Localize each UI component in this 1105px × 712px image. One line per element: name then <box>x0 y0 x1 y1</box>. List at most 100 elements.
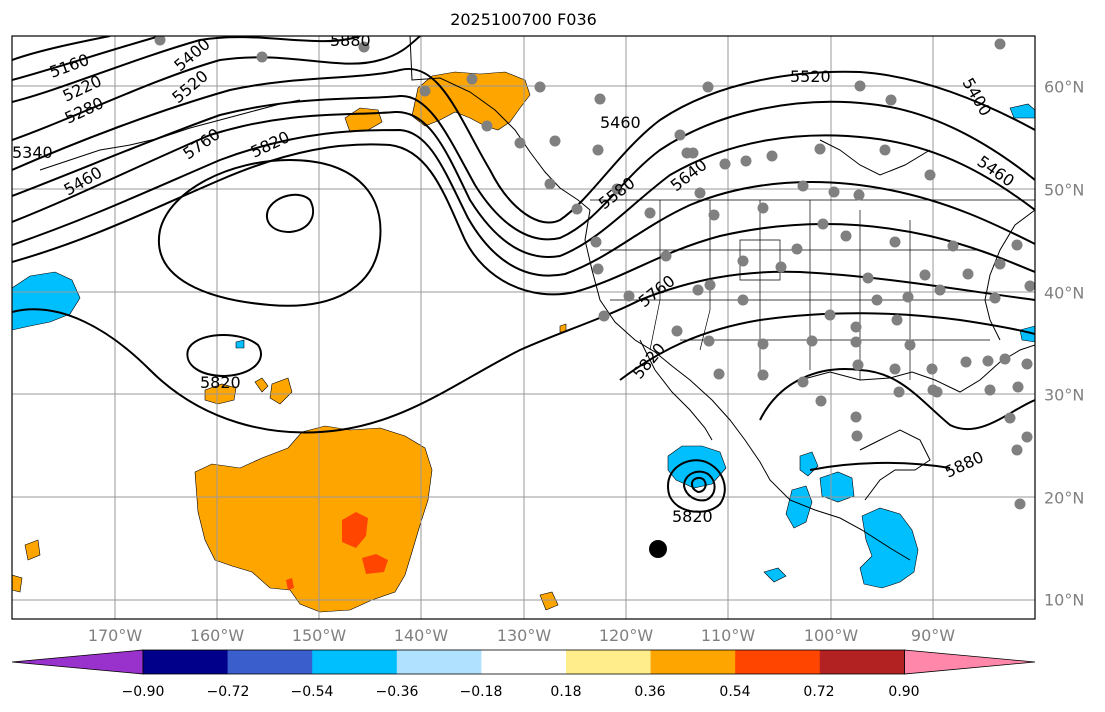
station-dot <box>1021 431 1033 443</box>
longitude-label: 140°W <box>393 626 449 645</box>
contour-label: 5340 <box>12 143 53 162</box>
station-dot <box>960 356 972 368</box>
contour-5520 <box>12 110 1035 258</box>
west-coast <box>584 209 911 561</box>
colorbar-tick-label: 0.18 <box>550 684 582 700</box>
station-dot <box>592 263 604 275</box>
colorbar-tick-label: −0.18 <box>459 684 503 700</box>
anomaly-west-small <box>24 539 41 561</box>
station-dot <box>466 73 478 85</box>
neg-hawaii <box>235 339 245 349</box>
neg-central-america <box>859 507 919 589</box>
anomaly-south-small <box>539 591 559 611</box>
station-dot <box>1024 280 1035 292</box>
strong-positive-regions <box>286 512 388 590</box>
station-dot <box>828 186 840 198</box>
station-dot <box>757 369 769 381</box>
station-dot <box>934 284 946 296</box>
station-dot <box>871 294 883 306</box>
longitude-label: 130°W <box>496 626 552 645</box>
station-dot <box>1011 444 1023 456</box>
station-dot <box>1011 239 1023 251</box>
station-dot <box>1012 381 1024 393</box>
station-dot <box>702 81 714 93</box>
station-dot <box>984 384 996 396</box>
station-dot <box>549 135 561 147</box>
contour-5820-loop <box>266 193 315 234</box>
station-dot <box>879 144 891 156</box>
station-dot <box>481 120 493 132</box>
anomaly-hawaii-b <box>254 377 269 393</box>
cyclone-ring-2 <box>682 470 716 502</box>
station-dot <box>853 189 865 201</box>
latitude-label: 40°N <box>1044 283 1085 303</box>
station-dot <box>840 230 852 242</box>
station-dot <box>514 137 526 149</box>
longitude-label: 100°W <box>803 626 859 645</box>
hudson <box>819 139 931 176</box>
station-dot <box>854 80 866 92</box>
latitude-label: 50°N <box>1044 180 1085 200</box>
station-dot <box>592 144 604 156</box>
station-dot <box>989 292 1001 304</box>
neg-west-pacific <box>12 271 81 331</box>
colorbar-segment <box>143 650 229 674</box>
colorbar-segment <box>566 650 652 674</box>
station-dot <box>358 41 370 53</box>
station-dot <box>815 395 827 407</box>
anomaly-hawaii-c <box>269 377 293 405</box>
neg-mexico-b <box>819 471 855 503</box>
station-dot <box>598 310 610 322</box>
contour-5400 <box>12 67 1035 224</box>
station-dot <box>719 158 731 170</box>
neg-east-small <box>1019 325 1035 343</box>
station-dot <box>694 187 706 199</box>
cyclone-ring-3 <box>690 476 707 494</box>
colorbar-tick-label: −0.54 <box>290 684 334 700</box>
station-dot <box>419 85 431 97</box>
colorbar-tick-label: 0.90 <box>888 684 920 700</box>
coastlines <box>39 36 1035 561</box>
graticule <box>12 36 1035 619</box>
station-dot <box>851 430 863 442</box>
colorbar <box>11 649 1036 675</box>
longitude-label: 160°W <box>189 626 245 645</box>
colorbar-tick-label: 0.54 <box>719 684 751 700</box>
station-dots <box>154 36 1035 510</box>
station-marker-large <box>649 540 667 558</box>
station-dot <box>544 178 556 190</box>
station-dot <box>703 335 715 347</box>
east-coast <box>984 209 1035 341</box>
station-dot <box>919 269 931 281</box>
station-dot <box>692 284 704 296</box>
anomaly-sw-small <box>12 574 23 593</box>
station-dot <box>889 363 901 375</box>
contour-5220 <box>12 36 161 81</box>
contour-5820 <box>619 312 1035 381</box>
contour-5760-west <box>12 270 1035 434</box>
station-dot <box>982 355 994 367</box>
contour-5280 <box>12 36 361 103</box>
station-dot <box>862 272 874 284</box>
station-dot <box>1014 498 1026 510</box>
station-dot <box>757 338 769 350</box>
colorbar-tick-label: −0.72 <box>206 684 250 700</box>
station-dot <box>893 386 905 398</box>
station-dot <box>660 250 672 262</box>
alaska-coast <box>409 36 591 211</box>
station-dot <box>852 359 864 371</box>
station-dot <box>806 335 818 347</box>
colorbar-tick-label: 0.72 <box>803 684 835 700</box>
colorbar-segment <box>227 650 313 674</box>
station-dot <box>791 243 803 255</box>
station-dot <box>924 169 936 181</box>
colorbar-extend-min <box>11 649 144 675</box>
station-dot <box>814 143 826 155</box>
longitude-label: 120°W <box>598 626 654 645</box>
station-dot <box>1021 358 1033 370</box>
colorbar-segment <box>312 650 398 674</box>
contour-5880-south <box>809 461 951 471</box>
station-dot <box>623 290 635 302</box>
colorbar-extend-max <box>904 649 1036 675</box>
station-dot <box>891 314 903 326</box>
